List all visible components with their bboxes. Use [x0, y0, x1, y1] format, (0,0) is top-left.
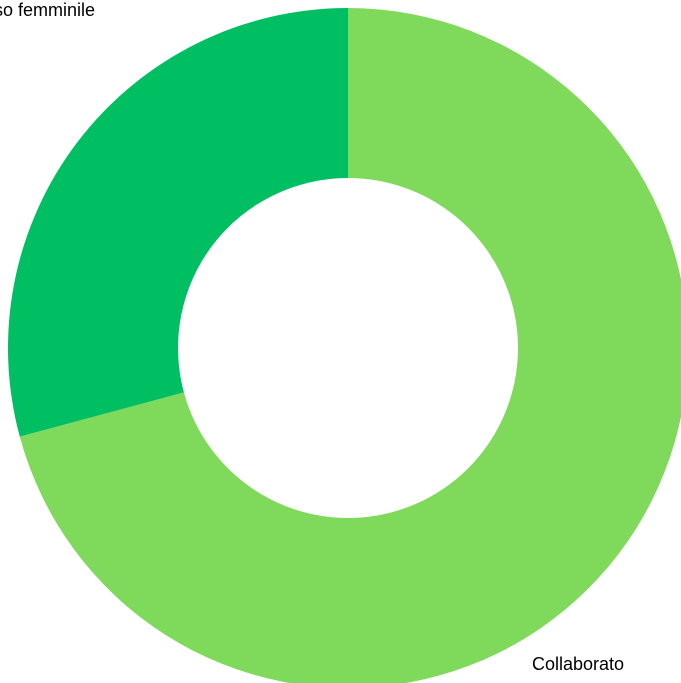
slice-label-maschile: Collaborato — [532, 654, 624, 674]
slice-collaboratori-di-sesso-femminile — [7, 8, 348, 437]
slices-group — [7, 8, 681, 683]
slice-label-femminile: so femminile — [0, 0, 95, 20]
slice-collaboratori-di-sesso-maschile — [19, 8, 681, 683]
